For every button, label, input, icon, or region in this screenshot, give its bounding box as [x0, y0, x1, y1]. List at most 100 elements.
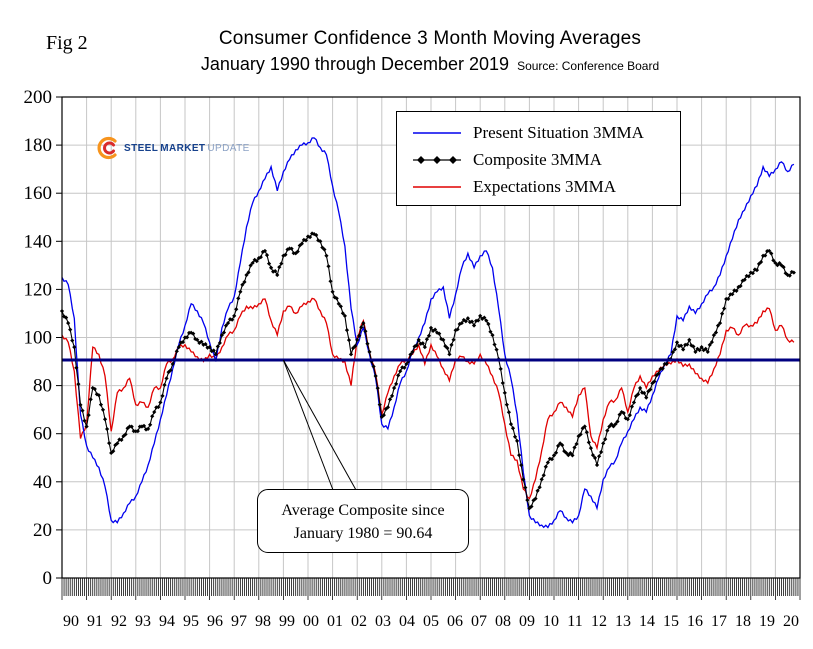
x-axis-label: 96	[207, 613, 223, 630]
series-marker-composite-3mma	[279, 261, 284, 266]
series-marker-composite-3mma	[722, 306, 727, 311]
series-marker-composite-3mma	[476, 318, 481, 323]
series-marker-composite-3mma	[242, 279, 247, 285]
series-marker-composite-3mma	[490, 332, 495, 338]
series-marker-composite-3mma	[217, 340, 222, 346]
series-marker-composite-3mma	[512, 434, 518, 439]
series-marker-composite-3mma	[334, 296, 339, 301]
logo-word-steel: STEEL	[124, 142, 159, 154]
series-marker-composite-3mma	[256, 256, 261, 261]
series-marker-composite-3mma	[715, 323, 721, 328]
series-marker-composite-3mma	[396, 373, 401, 378]
series-marker-composite-3mma	[537, 485, 542, 490]
series-marker-composite-3mma	[207, 345, 212, 350]
series-marker-composite-3mma	[76, 382, 81, 387]
series-marker-composite-3mma	[111, 449, 116, 454]
legend-item-expectations: Expectations 3MMA	[397, 173, 680, 200]
series-marker-composite-3mma	[570, 453, 575, 458]
legend-label: Present Situation 3MMA	[473, 122, 644, 142]
annotation-box: Average Composite since January 1980 = 9…	[257, 489, 469, 553]
series-marker-composite-3mma	[387, 397, 393, 402]
series-marker-composite-3mma	[648, 387, 653, 392]
series-marker-composite-3mma	[646, 389, 651, 394]
series-marker-composite-3mma	[566, 453, 571, 458]
series-marker-composite-3mma	[228, 317, 233, 322]
series-marker-composite-3mma	[351, 345, 356, 351]
annotation-line-2: January 1980 = 90.64	[293, 525, 433, 543]
series-marker-composite-3mma	[484, 318, 489, 323]
series-marker-composite-3mma	[156, 404, 161, 410]
series-marker-composite-3mma	[469, 319, 475, 324]
series-marker-composite-3mma	[553, 450, 559, 455]
series-marker-composite-3mma	[644, 395, 649, 400]
series-marker-composite-3mma	[211, 348, 216, 353]
logo-swoosh-icon	[97, 136, 117, 160]
series-marker-composite-3mma	[697, 348, 702, 353]
series-marker-composite-3mma	[609, 422, 614, 427]
series-marker-composite-3mma	[234, 307, 239, 312]
series-marker-composite-3mma	[338, 304, 343, 309]
series-marker-composite-3mma	[96, 393, 101, 398]
y-axis-label: 80	[33, 376, 52, 397]
x-axis-label: 20	[783, 613, 799, 630]
series-marker-composite-3mma	[324, 253, 329, 258]
series-marker-composite-3mma	[683, 342, 688, 347]
series-marker-composite-3mma	[291, 251, 296, 256]
series-marker-composite-3mma	[398, 369, 403, 374]
series-marker-composite-3mma	[152, 409, 157, 415]
x-axis-label: 00	[303, 613, 319, 630]
series-marker-composite-3mma	[674, 340, 680, 345]
x-axis-label: 95	[183, 613, 199, 630]
series-marker-composite-3mma	[199, 339, 204, 344]
series-marker-composite-3mma	[779, 263, 784, 268]
series-marker-composite-3mma	[584, 430, 589, 435]
series-marker-composite-3mma	[250, 260, 255, 266]
series-marker-composite-3mma	[301, 237, 306, 242]
series-marker-composite-3mma	[361, 320, 366, 326]
x-axis-label: 05	[423, 613, 439, 630]
series-marker-composite-3mma	[322, 247, 327, 252]
series-marker-composite-3mma	[162, 382, 167, 388]
series-marker-composite-3mma	[328, 279, 333, 284]
series-marker-composite-3mma	[541, 473, 546, 478]
series-marker-composite-3mma	[82, 418, 87, 423]
series-marker-composite-3mma	[748, 270, 753, 275]
x-axis-label: 09	[519, 613, 535, 630]
x-axis-label: 99	[279, 613, 295, 630]
series-marker-composite-3mma	[656, 371, 661, 376]
series-marker-composite-3mma	[88, 397, 93, 402]
series-marker-composite-3mma	[463, 319, 468, 324]
series-marker-composite-3mma	[119, 437, 124, 443]
series-marker-composite-3mma	[699, 345, 704, 350]
series-marker-composite-3mma	[635, 392, 641, 397]
series-marker-composite-3mma	[197, 340, 202, 346]
series-marker-composite-3mma	[381, 413, 386, 418]
x-axis-label: 97	[231, 613, 247, 630]
series-marker-composite-3mma	[494, 347, 499, 352]
legend-item-present-situation: Present Situation 3MMA	[397, 119, 680, 146]
series-marker-composite-3mma	[638, 385, 643, 391]
series-marker-composite-3mma	[299, 241, 304, 246]
logo-text: STEEL MARKET UPDATE	[124, 143, 250, 154]
series-marker-composite-3mma	[248, 263, 253, 268]
series-marker-composite-3mma	[560, 442, 565, 448]
series-marker-composite-3mma	[738, 283, 743, 289]
series-marker-composite-3mma	[314, 232, 319, 238]
series-marker-composite-3mma	[629, 404, 634, 409]
legend-label: Composite 3MMA	[473, 149, 602, 169]
series-marker-composite-3mma	[471, 323, 477, 328]
logo-word-update: UPDATE	[207, 142, 250, 154]
chart-title: Consumer Confidence 3 Month Moving Avera…	[218, 28, 642, 49]
series-marker-composite-3mma	[115, 441, 120, 446]
series-marker-composite-3mma	[508, 421, 514, 427]
series-marker-composite-3mma	[373, 373, 378, 379]
series-marker-composite-3mma	[135, 429, 140, 434]
series-marker-composite-3mma	[348, 352, 354, 357]
series-marker-composite-3mma	[416, 337, 421, 343]
series-marker-composite-3mma	[371, 364, 376, 369]
series-marker-composite-3mma	[246, 270, 251, 275]
series-marker-composite-3mma	[615, 419, 620, 424]
series-marker-composite-3mma	[451, 337, 456, 342]
x-axis-label: 06	[447, 613, 463, 630]
series-marker-composite-3mma	[394, 381, 399, 386]
